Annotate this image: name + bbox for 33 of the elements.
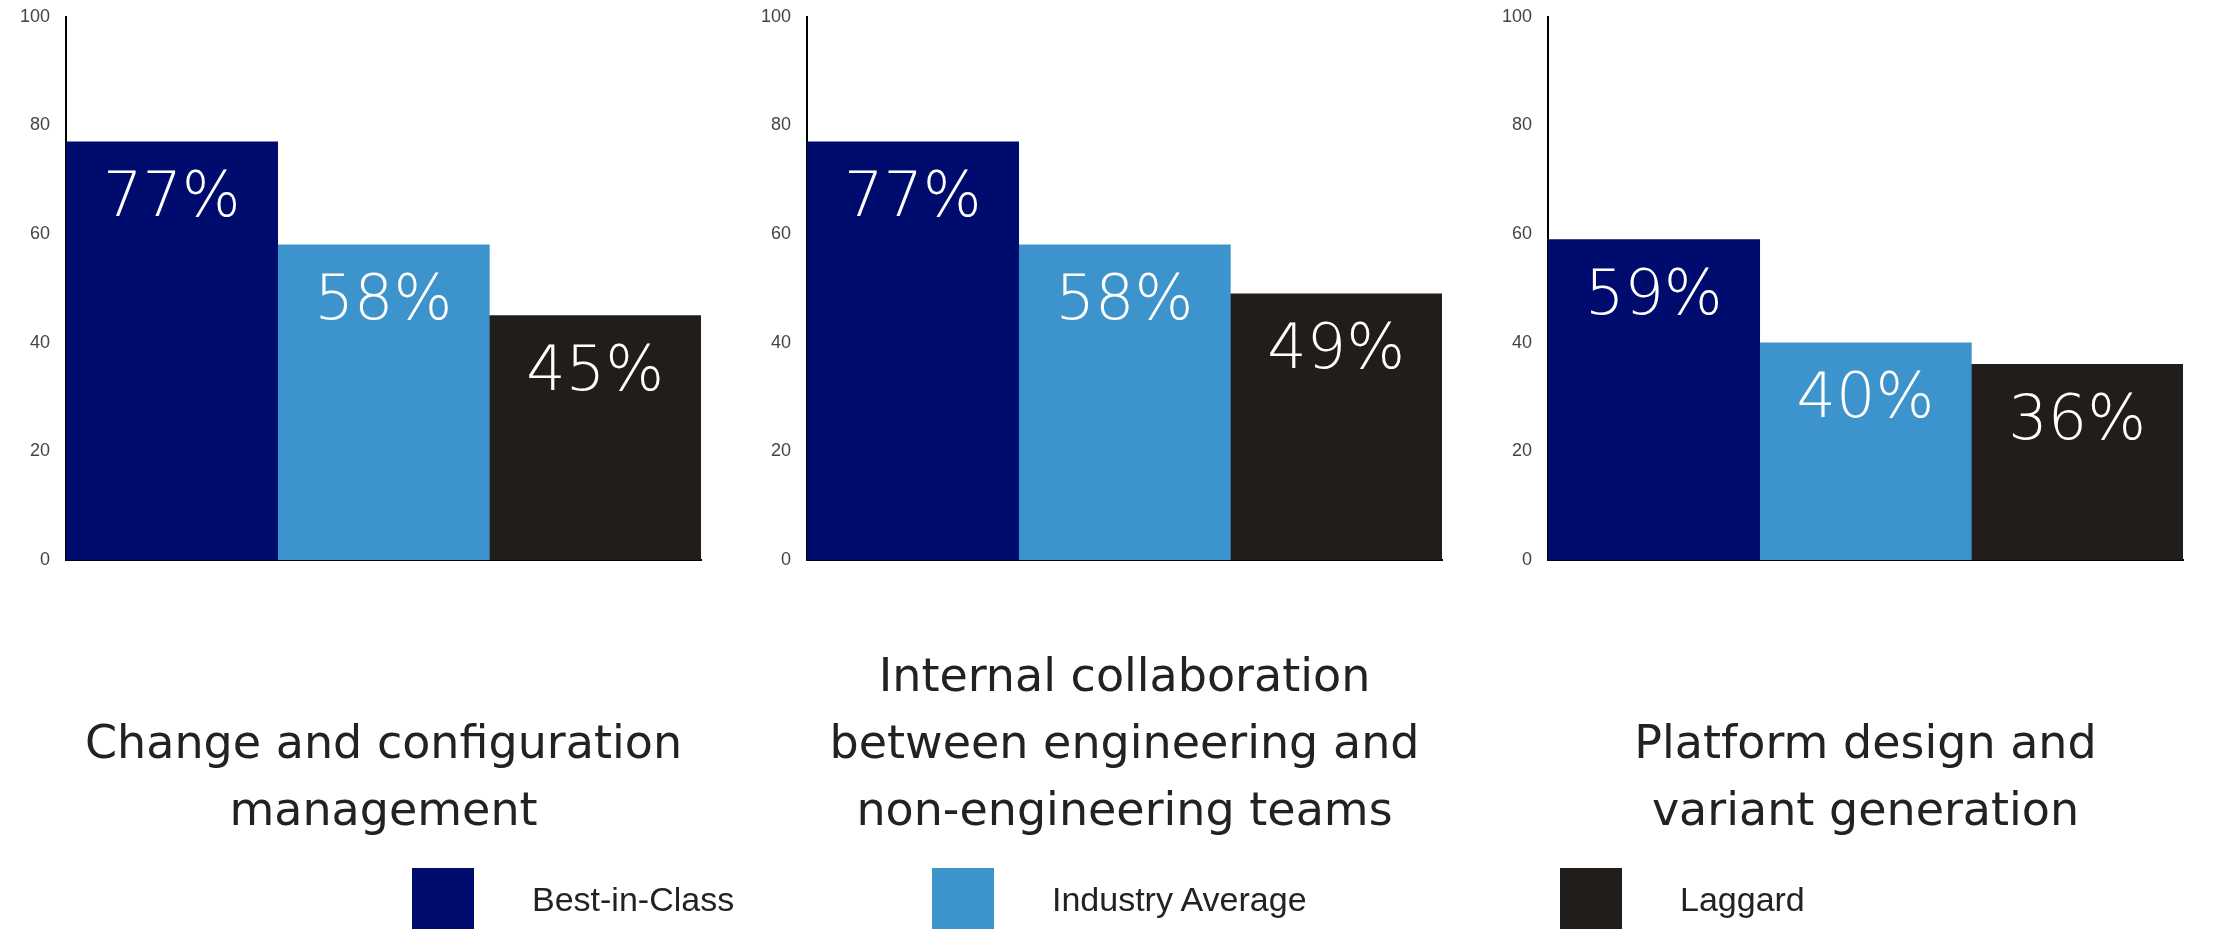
y-tick-label: 20 [1512, 440, 1533, 461]
data-label: 77% [102, 157, 241, 231]
x-axis-title: Change and configuration management [84, 714, 683, 836]
data-label: 59% [1584, 255, 1723, 329]
data-label: 77% [843, 157, 982, 231]
legend-label: Laggard [1680, 879, 1805, 919]
y-tick-label: 100 [760, 5, 792, 26]
y-tick-label: 0 [40, 548, 51, 569]
y-tick-label: 80 [30, 114, 51, 135]
y-tick-label: 60 [30, 223, 51, 244]
y-tick-label: 20 [30, 440, 51, 461]
y-tick-label: 0 [781, 548, 792, 569]
y-tick-label: 60 [1512, 223, 1533, 244]
y-tick-label: 100 [1501, 5, 1533, 26]
legend-label: Best-in-Class [532, 879, 735, 919]
data-label: 45% [526, 331, 665, 405]
y-tick-label: 20 [771, 440, 792, 461]
y-tick-label: 100 [19, 5, 51, 26]
y-tick-label: 0 [1522, 548, 1533, 569]
data-label: 40% [1796, 358, 1935, 432]
y-tick-label: 40 [1512, 331, 1533, 352]
x-axis-title: Internal collaboration between engineering and non-engineering teams [829, 648, 1420, 836]
y-tick-label: 40 [771, 331, 792, 352]
data-label: 58% [314, 261, 453, 335]
x-axis-title: Platform design and variant generation [1634, 714, 2097, 836]
y-tick-label: 40 [30, 331, 51, 352]
y-tick-label: 60 [771, 223, 792, 244]
legend-label: Industry Average [1052, 879, 1307, 919]
y-tick-label: 80 [1512, 114, 1533, 135]
data-label: 49% [1267, 309, 1406, 383]
data-label: 36% [2008, 380, 2147, 454]
data-label: 58% [1055, 261, 1194, 335]
y-tick-label: 80 [771, 114, 792, 135]
